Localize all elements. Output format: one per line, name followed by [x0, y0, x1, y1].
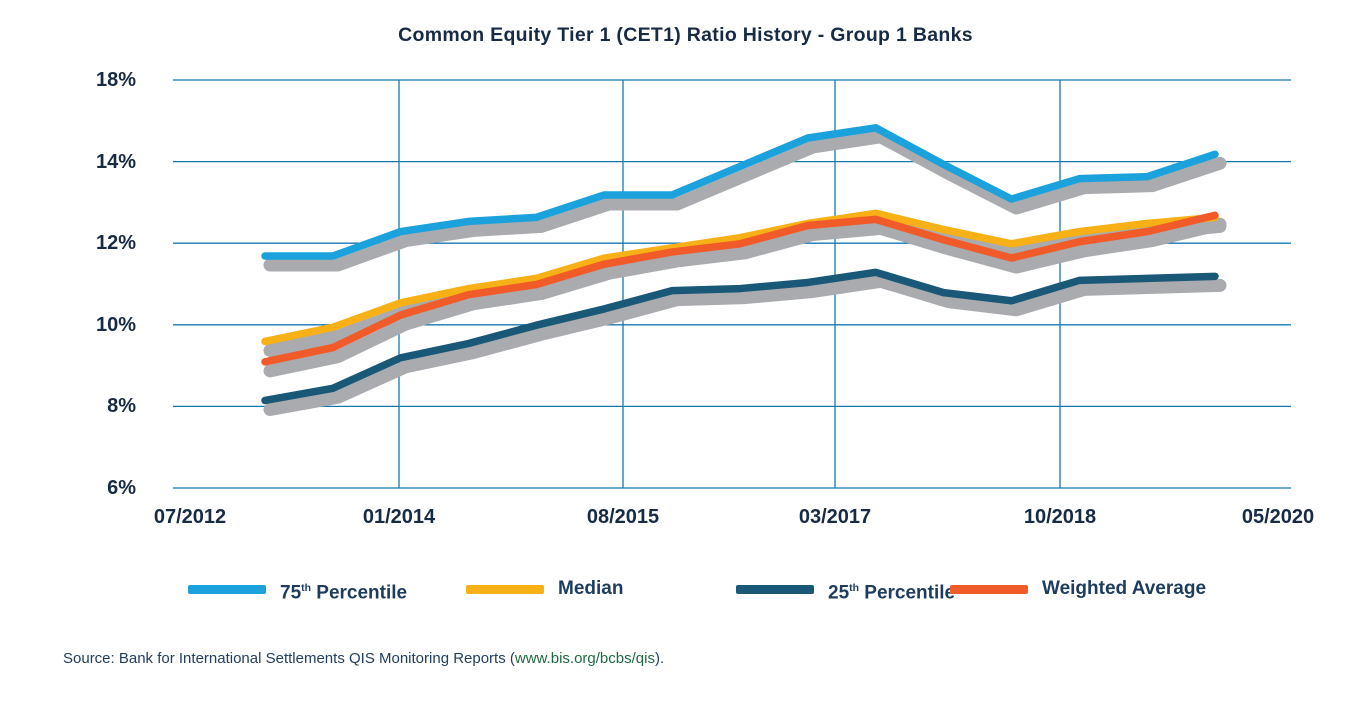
y-tick-label: 12% — [95, 232, 136, 255]
legend-label: Median — [558, 578, 624, 599]
legend-swatch-25th-percentile — [736, 584, 814, 594]
y-tick-label: 14% — [95, 150, 136, 173]
series-line-weighted-average — [261, 211, 1219, 366]
source-link[interactable]: www.bis.org/bcbs/qis — [514, 650, 655, 667]
x-tick-label: 07/2012 — [153, 506, 227, 528]
x-tick-label: 10/2018 — [1023, 506, 1097, 528]
x-tick-label: 01/2014 — [362, 506, 436, 528]
source-note: Source: Bank for International Settlemen… — [63, 650, 664, 667]
series-shadow-75th-percentile — [263, 130, 1227, 272]
legend-label: 75th Percentile — [280, 582, 408, 604]
source-suffix: ). — [654, 650, 665, 667]
series-line-25th-percentile — [261, 268, 1219, 405]
legend-swatch-weighted-average — [950, 584, 1028, 594]
legend-label: 25th Percentile — [828, 582, 956, 604]
x-tick-label: 08/2015 — [586, 506, 660, 528]
series-shadow-25th-percentile — [263, 274, 1227, 416]
chart-title: Common Equity Tier 1 (CET1) Ratio Histor… — [398, 24, 973, 46]
series-line-median — [261, 209, 1219, 346]
series-shadow-weighted-average — [263, 217, 1227, 378]
legend-label: Weighted Average — [1042, 578, 1207, 599]
y-tick-label: 8% — [107, 395, 136, 418]
x-tick-label: 03/2017 — [798, 506, 872, 528]
series-line-75th-percentile — [261, 124, 1219, 260]
legend-swatch-median — [466, 584, 544, 594]
y-tick-label: 10% — [95, 313, 136, 336]
x-tick-label: 05/2020 — [1241, 506, 1315, 528]
legend-swatch-75th-percentile — [188, 584, 266, 594]
source-text: Source: Bank for International Settlemen… — [63, 650, 515, 667]
y-tick-label: 18% — [95, 69, 136, 91]
y-tick-label: 6% — [107, 477, 136, 499]
